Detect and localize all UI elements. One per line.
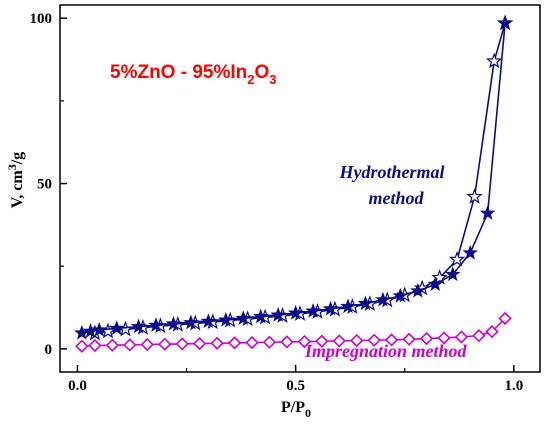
hydrothermal-adsorption-point — [252, 308, 269, 324]
x-tick-label: 1.0 — [504, 378, 523, 394]
hydrothermal-desorption-point — [466, 188, 483, 204]
hydrothermal-adsorption-point — [340, 298, 356, 314]
hydrothermal-adsorption-point — [427, 276, 444, 291]
series-layer — [74, 14, 514, 353]
y-tick-label: 0 — [45, 342, 53, 358]
impregnation-point — [245, 335, 259, 350]
hydrothermal-adsorption-point — [183, 314, 199, 330]
impregnation-point — [140, 337, 154, 352]
y-tick-label: 50 — [37, 177, 52, 193]
y-tick-label: 100 — [30, 11, 53, 27]
y-axis-title: V, cm3/g — [5, 152, 26, 208]
impregnation-point — [315, 334, 329, 348]
impregnation-point — [472, 328, 486, 343]
impregnation-point — [175, 337, 189, 351]
hydrothermal-adsorption-point — [218, 311, 234, 327]
hydrothermal-adsorption-point — [357, 295, 374, 311]
hydrothermal-adsorption-point — [479, 205, 496, 220]
hydrothermal-adsorption-point — [148, 317, 164, 332]
impregnation-point — [367, 333, 381, 347]
sample-title: 5%ZnO - 95%In2O3 — [110, 62, 277, 87]
hydrothermal-adsorption-point — [200, 313, 217, 329]
hydrothermal-adsorption-point — [462, 244, 478, 260]
hydrothermal-adsorption-point — [165, 315, 182, 331]
hydrothermal-adsorption-point — [130, 318, 147, 334]
impregnation-point — [210, 336, 224, 350]
hydrothermal-adsorption-point — [91, 321, 108, 337]
impregnation-point — [498, 311, 512, 326]
impregnation-point — [193, 336, 207, 351]
x-axis-title: P/P0 — [281, 399, 311, 420]
impregnation-point — [297, 334, 311, 349]
impregnation-point — [158, 337, 172, 351]
hydrothermal-adsorption-point — [375, 291, 391, 307]
impregnation-point — [485, 325, 499, 339]
impregnation-point — [280, 335, 294, 349]
hydrothermal-adsorption-point — [497, 15, 513, 30]
hydrothermal-adsorption-point — [392, 287, 409, 303]
impregnation-point — [88, 338, 102, 353]
impregnation-point — [332, 334, 346, 348]
hydrothermal-adsorption-point — [410, 282, 426, 298]
impregnation-point — [105, 338, 119, 352]
hydrothermal-desorption-point — [485, 52, 503, 69]
impregnation-point — [262, 335, 277, 349]
impregnation-point — [75, 339, 89, 353]
impregnation-point — [437, 331, 451, 345]
hydrothermal-adsorption-point — [322, 300, 339, 316]
x-tick-label: 0.0 — [68, 378, 87, 394]
hydrothermal-label-line2: method — [368, 188, 424, 208]
impregnation-point — [419, 331, 434, 346]
impregnation-point — [454, 330, 469, 344]
axes: 0.0 0.5 1.0 0 50 100 — [30, 11, 524, 394]
impregnation-point — [227, 336, 242, 350]
hydrothermal-adsorption-point — [235, 310, 252, 326]
impregnation-point — [385, 333, 399, 347]
plot-frame — [59, 4, 541, 373]
hydrothermal-adsorption-point — [270, 306, 286, 322]
impregnation-label: Impregnation method — [304, 341, 468, 361]
hydrothermal-adsorption-point — [287, 304, 304, 320]
impregnation-point — [123, 338, 137, 352]
hydrothermal-label-line1: Hydrothermal — [338, 162, 444, 182]
impregnation-point — [402, 332, 416, 346]
impregnation-point — [350, 333, 364, 348]
x-tick-label: 0.5 — [286, 378, 305, 394]
hydrothermal-adsorption-point — [108, 320, 125, 335]
hydrothermal-desorption-point — [431, 269, 448, 285]
hydrothermal-adsorption-point — [444, 266, 461, 282]
hydrothermal-desorption-point — [448, 250, 466, 267]
hydrothermal-adsorption-point — [305, 302, 321, 318]
